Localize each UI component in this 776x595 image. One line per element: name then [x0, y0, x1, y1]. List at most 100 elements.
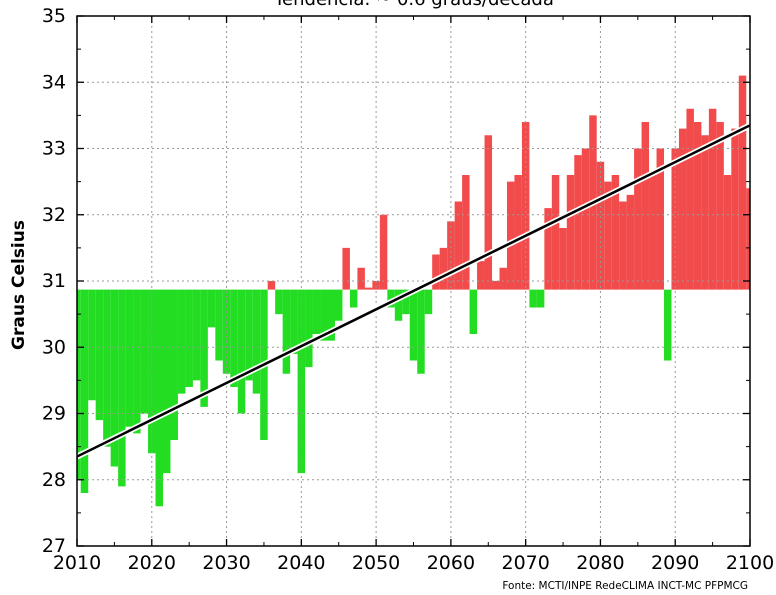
- bar-2059: [439, 247, 448, 290]
- bar-2029: [215, 289, 223, 361]
- x-tick-label-2040: 2040: [277, 552, 325, 574]
- bar-2055: [409, 289, 418, 361]
- bar-2054: [402, 289, 410, 315]
- bar-2069: [514, 175, 522, 290]
- bar-2099: [738, 75, 747, 290]
- bar-2073: [544, 208, 552, 290]
- bar-2049: [364, 287, 373, 290]
- bar-2028: [207, 289, 216, 328]
- y-tick-label-34: 34: [42, 71, 66, 93]
- bar-2017: [125, 289, 134, 427]
- bar-2070: [521, 122, 530, 290]
- bar-2044: [327, 289, 335, 341]
- x-tick-label-2080: 2080: [576, 552, 624, 574]
- bar-2096: [716, 122, 724, 290]
- bar-2031: [230, 289, 238, 387]
- bar-2092: [686, 108, 694, 290]
- bar-2025: [185, 289, 193, 387]
- bar-2093: [693, 122, 702, 290]
- bar-2081: [604, 181, 612, 290]
- y-tick-label-29: 29: [42, 403, 66, 425]
- grid-layer: [77, 16, 750, 546]
- bar-2023: [170, 289, 178, 440]
- bar-2048: [357, 267, 365, 290]
- bar-2066: [492, 281, 500, 290]
- bar-2034: [252, 289, 261, 394]
- bar-2021: [155, 289, 163, 507]
- chart-title: Tendência: ~ 0.6 graus/década: [273, 0, 554, 10]
- bar-2062: [462, 175, 470, 290]
- bar-2039: [290, 289, 298, 354]
- bar-2077: [574, 155, 582, 290]
- y-axis-labels: 27 28 29 30 31 32 33 34 35: [42, 5, 66, 557]
- y-tick-label-32: 32: [42, 204, 66, 226]
- bar-2050: [372, 281, 380, 290]
- bar-2010: [77, 289, 81, 480]
- x-tick-label-2070: 2070: [501, 552, 549, 574]
- bar-2036: [267, 281, 276, 290]
- bar-2075: [559, 228, 567, 290]
- bar-2090: [671, 148, 679, 290]
- bar-2047: [349, 289, 358, 308]
- bar-2100: [746, 188, 750, 290]
- x-tick-label-2060: 2060: [427, 552, 475, 574]
- x-tick-label-2030: 2030: [202, 552, 250, 574]
- bar-2027: [200, 289, 208, 407]
- bar-2094: [701, 135, 709, 290]
- bar-2097: [723, 175, 732, 290]
- bar-2089: [664, 289, 672, 361]
- bar-2042: [312, 289, 321, 334]
- bar-2078: [581, 148, 590, 290]
- bar-2091: [678, 128, 687, 290]
- source-credit: Fonte: MCTI/INPE RedeCLIMA INCT-MC PFPMC…: [502, 580, 748, 592]
- bar-2057: [424, 289, 433, 315]
- bar-2065: [484, 135, 493, 290]
- bar-2045: [334, 289, 343, 321]
- bar-2080: [596, 161, 605, 290]
- bar-2011: [80, 289, 89, 493]
- bar-2041: [305, 289, 313, 368]
- bar-2076: [566, 175, 575, 290]
- bar-2024: [177, 289, 186, 394]
- bar-2046: [342, 247, 350, 290]
- bar-2016: [118, 289, 126, 487]
- bar-2043: [320, 289, 328, 341]
- bar-2037: [275, 289, 283, 315]
- tick-marks: [76, 15, 751, 547]
- bar-2053: [394, 289, 403, 321]
- bar-2033: [245, 289, 253, 381]
- x-tick-label-2090: 2090: [651, 552, 699, 574]
- bar-2064: [477, 261, 485, 290]
- x-tick-label-2050: 2050: [352, 552, 400, 574]
- x-axis-labels: 2010 2020 2030 2040 2050 2060 2070 2080 2090 2100: [53, 552, 774, 574]
- bar-2095: [708, 108, 717, 290]
- x-tick-label-2010: 2010: [53, 552, 101, 574]
- bar-2032: [237, 289, 246, 414]
- bar-2014: [103, 289, 111, 447]
- y-tick-label-27: 27: [42, 535, 66, 557]
- bar-2051: [379, 214, 388, 290]
- bar-2071: [529, 289, 537, 308]
- bar-2085: [634, 148, 642, 290]
- y-tick-label-28: 28: [42, 469, 66, 491]
- bar-2060: [447, 221, 455, 290]
- bar-2052: [387, 289, 395, 308]
- bar-2067: [499, 267, 507, 290]
- bar-2012: [88, 289, 96, 401]
- bar-2022: [162, 289, 171, 474]
- bar-2087: [649, 175, 657, 290]
- bar-2015: [110, 289, 119, 467]
- y-tick-label-33: 33: [42, 138, 66, 160]
- trend-line: [76, 124, 751, 458]
- bar-2063: [469, 289, 478, 334]
- bar-2098: [731, 128, 739, 290]
- bar-2072: [536, 289, 545, 308]
- bar-2084: [626, 194, 635, 290]
- bar-2056: [417, 289, 425, 374]
- bar-2038: [282, 289, 291, 374]
- x-tick-label-2100: 2100: [726, 552, 774, 574]
- bar-2061: [454, 201, 463, 290]
- bar-2068: [506, 181, 515, 290]
- bar-2082: [611, 175, 620, 290]
